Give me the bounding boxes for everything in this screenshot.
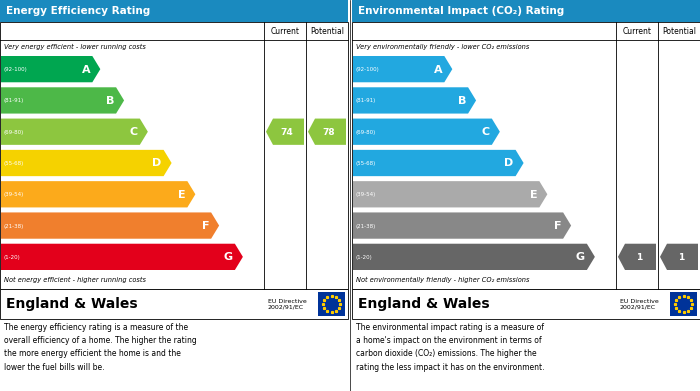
Text: (39-54): (39-54) [356,192,377,197]
Text: B: B [106,96,114,106]
Text: Very environmentally friendly - lower CO₂ emissions: Very environmentally friendly - lower CO… [356,44,529,50]
Polygon shape [618,244,656,270]
Polygon shape [1,244,243,270]
Text: (1-20): (1-20) [356,255,372,260]
Text: EU Directive
2002/91/EC: EU Directive 2002/91/EC [268,299,307,309]
Text: (92-100): (92-100) [4,67,28,72]
Text: Current: Current [622,27,652,36]
Bar [352,22,700,289]
Polygon shape [1,118,148,145]
Text: 78: 78 [323,128,335,137]
Polygon shape [353,181,547,208]
Polygon shape [1,212,219,239]
Text: A: A [82,65,90,75]
Polygon shape [353,87,476,113]
Text: Not energy efficient - higher running costs: Not energy efficient - higher running co… [4,277,146,283]
Bar [0,289,348,319]
Bar [352,289,700,319]
Text: (55-68): (55-68) [4,161,25,166]
Polygon shape [1,150,171,176]
Text: E: E [530,190,538,200]
Text: (1-20): (1-20) [4,255,21,260]
Text: (81-91): (81-91) [356,99,377,104]
Text: England & Wales: England & Wales [358,297,489,311]
Text: G: G [224,252,233,262]
Text: C: C [482,127,490,137]
Bar [670,292,697,316]
Polygon shape [353,212,571,239]
Bar [0,22,348,289]
Polygon shape [353,150,524,176]
Text: 74: 74 [281,128,293,137]
Text: (55-68): (55-68) [356,161,377,166]
Text: (69-80): (69-80) [4,130,25,135]
Text: (81-91): (81-91) [4,99,25,104]
Polygon shape [353,118,500,145]
Text: England & Wales: England & Wales [6,297,138,311]
Text: Potential: Potential [310,27,344,36]
Polygon shape [660,244,698,270]
Polygon shape [1,56,100,82]
Bar [0,0,348,22]
Text: The energy efficiency rating is a measure of the
overall efficiency of a home. T: The energy efficiency rating is a measur… [4,323,197,371]
Polygon shape [1,87,124,113]
Text: Potential: Potential [662,27,696,36]
Text: A: A [434,65,442,75]
Text: 1: 1 [636,253,642,262]
Polygon shape [308,118,346,145]
Text: Current: Current [270,27,300,36]
Text: The environmental impact rating is a measure of
a home's impact on the environme: The environmental impact rating is a mea… [356,323,545,371]
Polygon shape [1,181,195,208]
Text: 1: 1 [678,253,684,262]
Bar [352,0,700,22]
Text: (21-38): (21-38) [356,224,377,229]
Text: Very energy efficient - lower running costs: Very energy efficient - lower running co… [4,44,146,50]
Polygon shape [266,118,304,145]
Text: D: D [153,158,162,169]
Text: D: D [504,158,514,169]
Text: Not environmentally friendly - higher CO₂ emissions: Not environmentally friendly - higher CO… [356,277,529,283]
Text: E: E [178,190,186,200]
Polygon shape [353,244,595,270]
Text: (69-80): (69-80) [356,130,377,135]
Text: (39-54): (39-54) [4,192,25,197]
Text: Energy Efficiency Rating: Energy Efficiency Rating [6,6,150,16]
Text: C: C [130,127,138,137]
Text: F: F [554,221,561,231]
Text: Environmental Impact (CO₂) Rating: Environmental Impact (CO₂) Rating [358,6,564,16]
Polygon shape [353,56,452,82]
Text: B: B [458,96,466,106]
Text: (21-38): (21-38) [4,224,25,229]
Text: EU Directive
2002/91/EC: EU Directive 2002/91/EC [620,299,659,309]
Text: G: G [576,252,585,262]
Text: (92-100): (92-100) [356,67,379,72]
Text: F: F [202,221,209,231]
Bar [318,292,345,316]
